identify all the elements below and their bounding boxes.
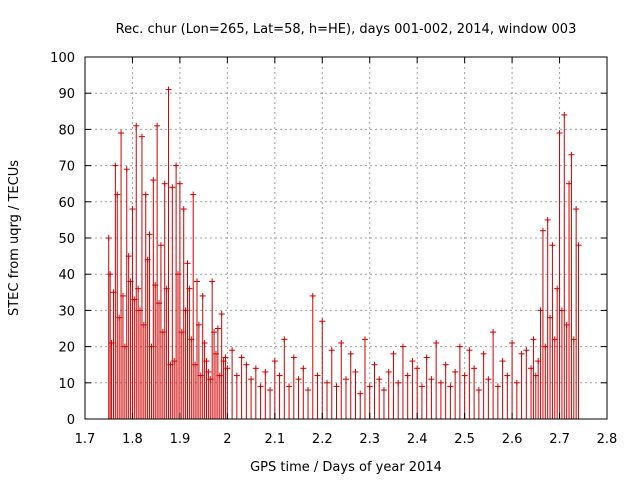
x-axis-title: GPS time / Days of year 2014 — [250, 460, 442, 475]
y-tick-label: 70 — [58, 160, 75, 175]
y-tick-label: 30 — [58, 304, 75, 319]
y-tick-label: 10 — [58, 377, 75, 392]
y-tick-label: 80 — [58, 123, 75, 138]
x-tick-label: 2.7 — [549, 432, 570, 447]
chart-title: Rec. chur (Lon=265, Lat=58, h=HE), days … — [116, 22, 577, 37]
y-tick-label: 60 — [58, 196, 75, 211]
x-tick-label: 1.7 — [75, 432, 96, 447]
axis-ticks: 1.7 1.8 1.9 2 2.1 2.2 2.3 2.4 2.5 2.6 2.7 2.8 0 10 20 3… — [50, 51, 617, 447]
x-tick-label: 2 — [223, 432, 231, 447]
y-tick-label: 100 — [50, 51, 75, 66]
x-tick-label: 2.6 — [502, 432, 523, 447]
x-tick-label: 2.1 — [264, 432, 285, 447]
x-tick-label: 2.4 — [407, 432, 428, 447]
y-tick-label: 20 — [58, 341, 75, 356]
x-tick-label: 2.8 — [597, 432, 618, 447]
x-tick-label: 1.8 — [122, 432, 143, 447]
y-tick-label: 40 — [58, 268, 75, 283]
y-tick-label: 0 — [67, 413, 75, 428]
x-tick-label: 2.2 — [312, 432, 333, 447]
y-axis-title: STEC from uqrg / TECUs — [7, 160, 22, 316]
x-tick-label: 1.9 — [170, 432, 191, 447]
x-tick-label: 2.5 — [454, 432, 475, 447]
y-tick-label: 50 — [58, 232, 75, 247]
x-tick-label: 2.3 — [359, 432, 380, 447]
data-points — [105, 86, 582, 419]
y-tick-label: 90 — [58, 87, 75, 102]
